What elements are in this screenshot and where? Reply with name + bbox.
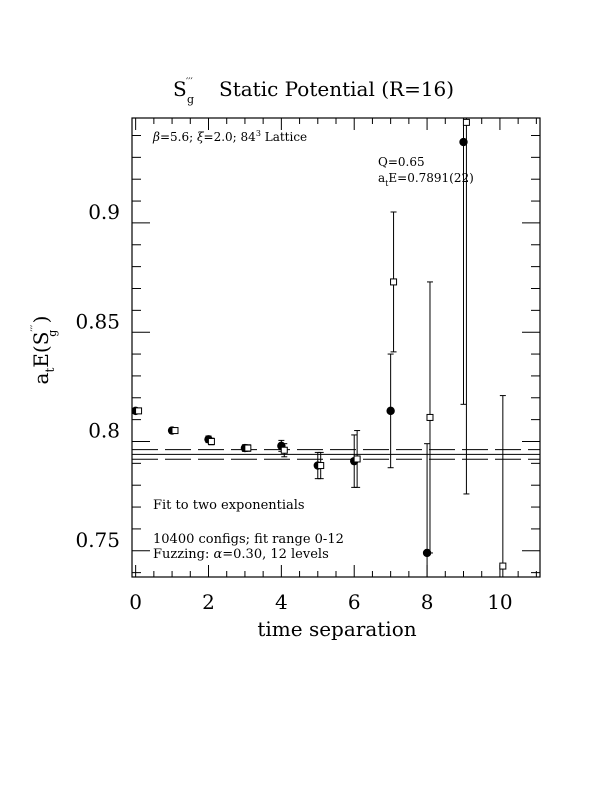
x-tick-label: 10: [487, 590, 512, 614]
fuzzing-annotation: Fuzzing: α=0.30, 12 levels: [153, 547, 329, 562]
y-tick-label: 0.8: [88, 419, 120, 443]
data-point-square: [317, 462, 325, 470]
chart-title-symbol-superscript: ′′′: [186, 77, 194, 88]
y-tick-labels: 0.75 0.8 0.85 0.9: [75, 200, 120, 552]
data-point-square: [135, 407, 143, 415]
x-tick-label: 6: [348, 590, 361, 614]
x-tick-labels: 0 2 4 6 8 10: [129, 590, 512, 614]
data-point-square: [353, 455, 361, 463]
y-tick-label: 0.85: [75, 309, 120, 333]
y-tick-label: 0.75: [75, 528, 120, 552]
data-point-square: [171, 427, 179, 435]
fit-annotation: Fit to two exponentials: [153, 498, 305, 513]
y-axis-label: atE(S′′′g ): [29, 316, 59, 385]
data-point-square: [280, 446, 288, 454]
configs-annotation: 10400 configs; fit range 0-12: [153, 532, 344, 547]
data-point-square: [426, 413, 434, 421]
chart-title-symbol: S: [173, 77, 187, 101]
data-point-circle: [386, 406, 395, 416]
y-tick-label: 0.9: [88, 200, 120, 224]
x-tick-label: 4: [275, 590, 288, 614]
x-tick-label: 2: [202, 590, 215, 614]
x-tick-label: 8: [421, 590, 434, 614]
x-tick-label: 0: [129, 590, 142, 614]
fit-band: [132, 449, 540, 460]
chart-title: Static Potential (R=16): [219, 77, 454, 101]
x-axis-label: time separation: [257, 617, 416, 641]
energy-annotation: atE=0.7891(22): [378, 171, 474, 188]
data-point-square: [499, 562, 507, 570]
chart-title-symbol-subscript: g: [187, 93, 194, 106]
data-point-square: [244, 444, 252, 452]
data-marks: [131, 118, 507, 577]
data-point-circle: [459, 137, 468, 147]
data-point-square: [462, 118, 470, 126]
lattice-annotation: β=5.6; ξ=2.0; 843 Lattice: [152, 129, 307, 144]
data-point-square: [207, 437, 215, 445]
data-point-square: [390, 278, 398, 286]
y-axis-label-group: atE(S′′′g ): [29, 316, 59, 385]
q-annotation: Q=0.65: [378, 155, 425, 169]
